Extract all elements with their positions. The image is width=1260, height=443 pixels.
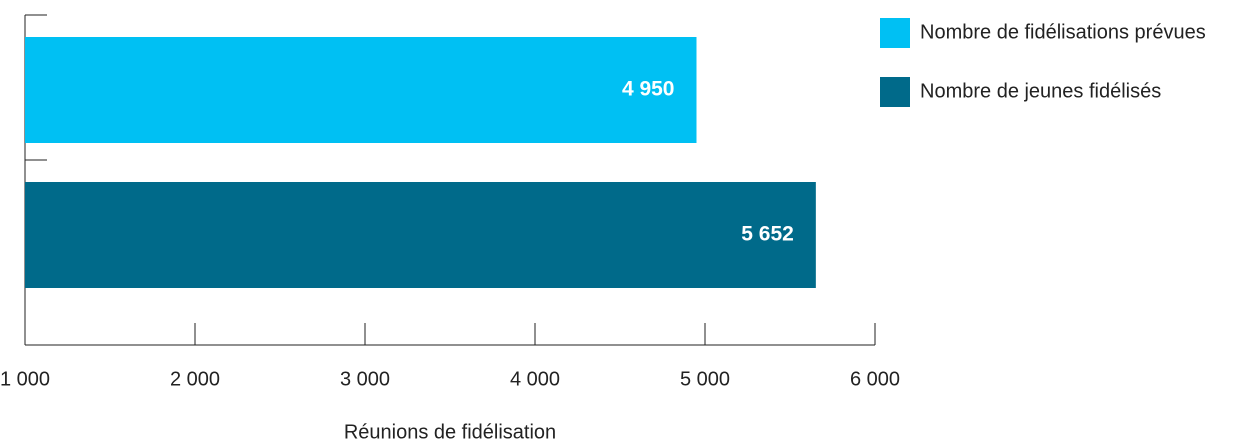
bar [25, 37, 697, 143]
legend-swatch [880, 18, 910, 48]
x-tick-label: 6 000 [850, 368, 900, 390]
x-tick-label: 4 000 [510, 368, 560, 390]
bar [25, 182, 816, 288]
legend-label: Nombre de jeunes fidélisés [920, 80, 1161, 102]
x-tick-label: 2 000 [170, 368, 220, 390]
legend-swatch [880, 77, 910, 107]
bar-value-label: 4 950 [622, 78, 675, 101]
x-axis-title: Réunions de fidélisation [344, 421, 556, 443]
x-tick-label: 1 000 [0, 368, 50, 390]
x-tick-label: 3 000 [340, 368, 390, 390]
x-tick-label: 5 000 [680, 368, 730, 390]
bar-value-label: 5 652 [741, 223, 794, 246]
legend-label: Nombre de fidélisations prévues [920, 21, 1206, 43]
